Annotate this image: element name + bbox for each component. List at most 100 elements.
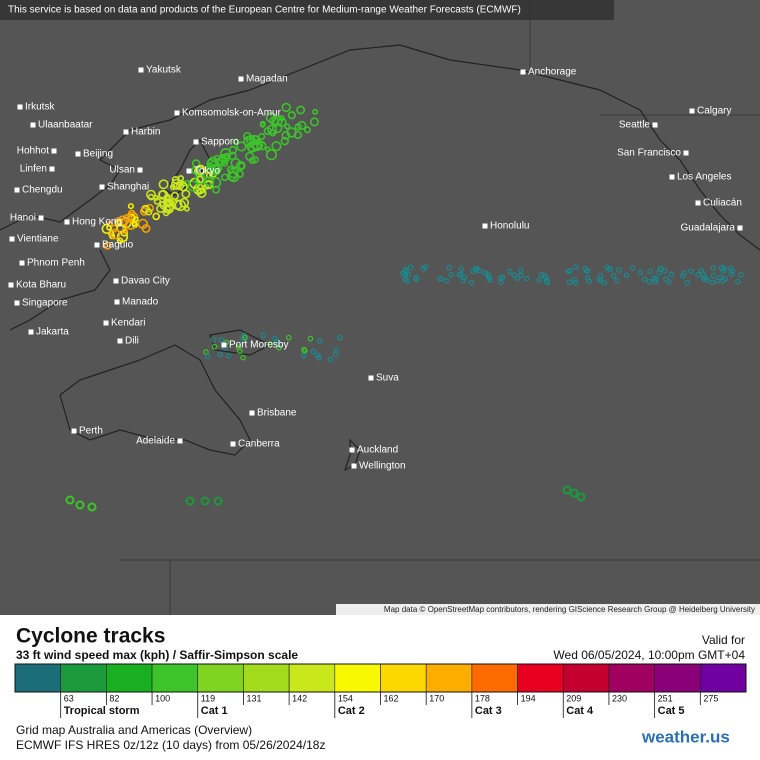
city-marker <box>123 129 129 135</box>
track-point <box>265 146 271 153</box>
track-point <box>212 185 221 194</box>
city-label: Auckland <box>357 445 398 456</box>
track-point <box>458 266 465 272</box>
track-point <box>267 124 278 135</box>
category-label: Cat 5 <box>658 705 685 717</box>
track-point <box>237 348 243 355</box>
track-point <box>710 265 717 271</box>
track-point <box>314 352 321 359</box>
track-point <box>203 349 209 355</box>
city-marker <box>177 438 183 444</box>
track-point <box>278 115 285 122</box>
track-point <box>637 269 643 276</box>
scale-swatch <box>106 663 153 693</box>
valid-label: Valid for <box>702 633 745 647</box>
track-point <box>232 138 240 146</box>
scale-swatch <box>700 663 747 693</box>
track-point <box>245 151 255 161</box>
scale-swatch <box>14 663 61 693</box>
scale-tick-label: 63 <box>64 693 74 703</box>
city-label: Calgary <box>697 106 731 117</box>
track-point <box>103 241 112 250</box>
track-point <box>680 273 686 279</box>
track-point <box>204 353 211 360</box>
scale-tick-label: 142 <box>292 693 307 703</box>
track-point <box>523 275 530 282</box>
track-point <box>422 264 429 270</box>
scale-tick-label: 209 <box>566 693 581 703</box>
map-background <box>0 0 760 615</box>
city-marker <box>117 338 123 344</box>
track-point <box>735 278 741 285</box>
track-point <box>208 160 220 172</box>
scale-swatch <box>471 663 518 693</box>
city-label: Perth <box>79 426 103 437</box>
track-point <box>287 111 296 120</box>
grid-name: Grid map Australia and Americas (Overvie… <box>16 723 252 737</box>
city-marker <box>737 225 743 231</box>
city-marker <box>174 110 180 116</box>
track-point <box>461 274 468 281</box>
track-point <box>567 268 573 274</box>
track-point <box>310 348 317 355</box>
scale-swatch <box>151 663 199 693</box>
track-point <box>317 338 323 344</box>
track-point <box>236 141 247 152</box>
track-point <box>267 341 273 347</box>
city-label: San Francisco <box>617 148 681 159</box>
track-point <box>662 267 668 274</box>
track-point <box>185 496 195 506</box>
city-label: Beijing <box>83 149 113 160</box>
track-point <box>145 208 153 216</box>
track-point <box>458 271 464 278</box>
city-label: Culiacán <box>703 198 742 209</box>
track-point <box>163 199 176 212</box>
city-marker <box>38 215 44 221</box>
track-point <box>662 276 669 282</box>
category-label: Tropical storm <box>64 705 140 717</box>
track-point <box>211 343 218 350</box>
track-point <box>407 264 414 271</box>
track-point <box>225 352 232 359</box>
scale-tick-label: 251 <box>658 693 673 703</box>
city-label: Canberra <box>238 439 280 450</box>
model-info: ECMWF IFS HRES 0z/12z (10 days) from 05/… <box>16 738 325 752</box>
track-point <box>665 278 672 285</box>
track-point <box>121 227 128 235</box>
track-point <box>300 352 307 359</box>
track-point <box>251 140 262 151</box>
track-point <box>280 136 290 146</box>
cities: Yakutsk Magadan Anchorage Irkutsk Ulaanbaata… <box>8 65 743 472</box>
track-point <box>399 270 406 277</box>
track-point <box>681 270 687 276</box>
city-marker <box>64 219 70 225</box>
track-point <box>271 141 282 152</box>
city-marker <box>351 463 357 469</box>
track-point <box>572 280 579 286</box>
scale-tick-label: 131 <box>246 693 261 703</box>
track-point <box>210 336 217 343</box>
track-point <box>131 220 138 227</box>
track-point <box>252 135 259 142</box>
city-marker <box>138 67 144 73</box>
track-point <box>243 136 254 147</box>
track-point <box>668 271 675 278</box>
city-marker <box>103 320 109 326</box>
track-point <box>213 154 221 162</box>
city-label: Linfen <box>20 164 47 175</box>
scale-tick-label: 162 <box>384 693 399 703</box>
scale-tick-label: 170 <box>429 693 444 703</box>
track-point <box>576 492 586 502</box>
track-point <box>497 279 504 286</box>
track-point <box>413 274 420 281</box>
track-point <box>179 197 190 208</box>
track-point <box>597 277 604 284</box>
track-point <box>728 271 735 277</box>
track-point <box>196 188 207 198</box>
track-point <box>606 266 613 273</box>
scale-tick-label: 119 <box>201 693 215 703</box>
legend-title: Cyclone tracks <box>16 625 165 648</box>
city-label: Komsomolsk-on-Amur <box>182 108 282 119</box>
track-point <box>158 190 167 199</box>
